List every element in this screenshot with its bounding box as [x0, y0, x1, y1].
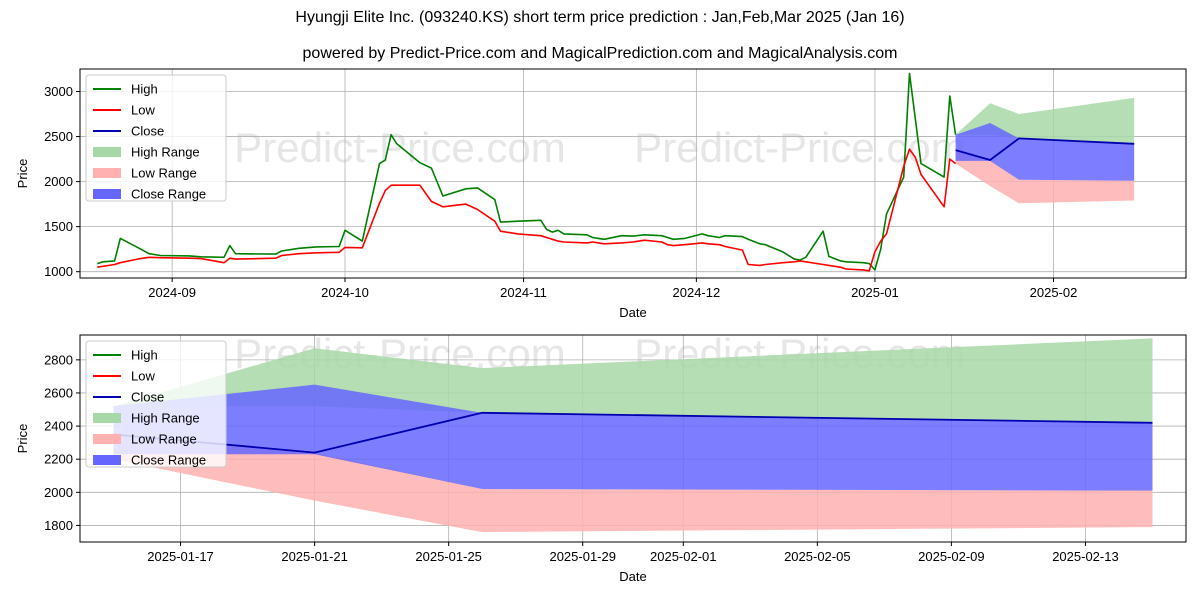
- forecast-series: [113, 338, 1153, 533]
- chart-subtitle: powered by Predict-Price.com and Magical…: [302, 45, 898, 62]
- history-series: [97, 72, 1135, 272]
- forecast-legend-label: Low: [131, 369, 155, 384]
- forecast-xtick-label: 2025-02-05: [784, 549, 851, 564]
- forecast-legend-label: High: [131, 348, 158, 363]
- history-watermark-1: Predict-Price.com: [634, 124, 965, 171]
- history-watermark-0: Predict-Price.com: [234, 124, 565, 171]
- history-forecast-close-line: [955, 137, 1135, 161]
- history-forecast-low-range-band: [955, 150, 1135, 204]
- forecast-xtick-label: 2025-01-21: [281, 549, 348, 564]
- forecast-legend-swatch-high_range: [93, 413, 121, 423]
- forecast-legend-label: High Range: [131, 411, 200, 426]
- history-ytick-label: 1500: [44, 219, 73, 234]
- history-ytick-label: 2500: [44, 129, 73, 144]
- history-legend-label: High: [131, 82, 158, 97]
- history-legend-swatch-close_range: [93, 189, 121, 199]
- forecast-legend-label: Close Range: [131, 453, 206, 468]
- history-watermark-3: Predict-Price.com: [634, 272, 965, 319]
- forecast-xtick-label: 2025-01-29: [549, 549, 616, 564]
- forecast-legend-label: Close: [131, 390, 164, 405]
- history-high-line: [97, 72, 957, 271]
- forecast-ytick-label: 2200: [44, 452, 73, 467]
- forecast-ylabel: Price: [15, 424, 30, 454]
- history-xtick-label: 2025-02: [1030, 285, 1078, 300]
- forecast-legend-swatch-low_range: [93, 434, 121, 444]
- history-legend-swatch-low_range: [93, 168, 121, 178]
- history-ytick-label: 3000: [44, 84, 73, 99]
- forecast-frame: [79, 334, 1187, 543]
- forecast-ytick-label: 2800: [44, 352, 73, 367]
- forecast-ytick-label: 1800: [44, 518, 73, 533]
- history-xtick-label: 2024-12: [673, 285, 721, 300]
- forecast-xlabel: Date: [619, 569, 646, 584]
- chart-title: Hyungji Elite Inc. (093240.KS) short ter…: [295, 9, 905, 26]
- history-legend-swatch-high_range: [93, 147, 121, 157]
- forecast-close-range-band: [113, 384, 1153, 491]
- history-legend-label: Low Range: [131, 166, 197, 181]
- history-low-line: [97, 148, 957, 272]
- forecast-xtick-label: 2025-02-09: [918, 549, 985, 564]
- history-xtick-label: 2024-11: [500, 285, 547, 300]
- forecast-xtick-label: 2025-02-01: [650, 549, 717, 564]
- history-xtick-label: 2024-09: [148, 285, 196, 300]
- history-watermark-2: Predict-Price.com: [234, 272, 565, 319]
- history-xtick-label: 2024-10: [321, 285, 369, 300]
- forecast-xtick-label: 2025-02-13: [1052, 549, 1119, 564]
- history-ytick-label: 1000: [44, 264, 73, 279]
- forecast-low-range-band: [113, 434, 1153, 533]
- forecast-legend: High Low Close High Range Low Range Close Ran…: [85, 340, 227, 468]
- history-legend-label: Close: [131, 124, 164, 139]
- history-frame: [79, 68, 1187, 279]
- history-xlabel: Date: [619, 305, 646, 320]
- history-legend-label: Low: [131, 103, 155, 118]
- forecast-legend-swatch-close_range: [93, 455, 121, 465]
- history-xtick-label: 2025-01: [851, 285, 899, 300]
- history-axes: Predict-Price.com Predict-Price.com Predic…: [15, 69, 1186, 320]
- forecast-ytick-label: 2000: [44, 485, 73, 500]
- forecast-ytick-label: 2400: [44, 419, 73, 434]
- history-ylabel: Price: [15, 159, 30, 189]
- history-legend: High Low Close High Range Low Range Close Ran…: [85, 74, 227, 202]
- forecast-xtick-label: 2025-01-17: [147, 549, 214, 564]
- history-watermarks: Predict-Price.com Predict-Price.com Predic…: [234, 124, 965, 319]
- forecast-legend-label: Low Range: [131, 432, 197, 447]
- history-forecast-close-range-band: [955, 123, 1135, 181]
- history-legend-label: Close Range: [131, 187, 206, 202]
- forecast-ytick-label: 2600: [44, 385, 73, 400]
- history-legend-label: High Range: [131, 145, 200, 160]
- history-ytick-label: 2000: [44, 174, 73, 189]
- forecast-xtick-label: 2025-01-25: [415, 549, 482, 564]
